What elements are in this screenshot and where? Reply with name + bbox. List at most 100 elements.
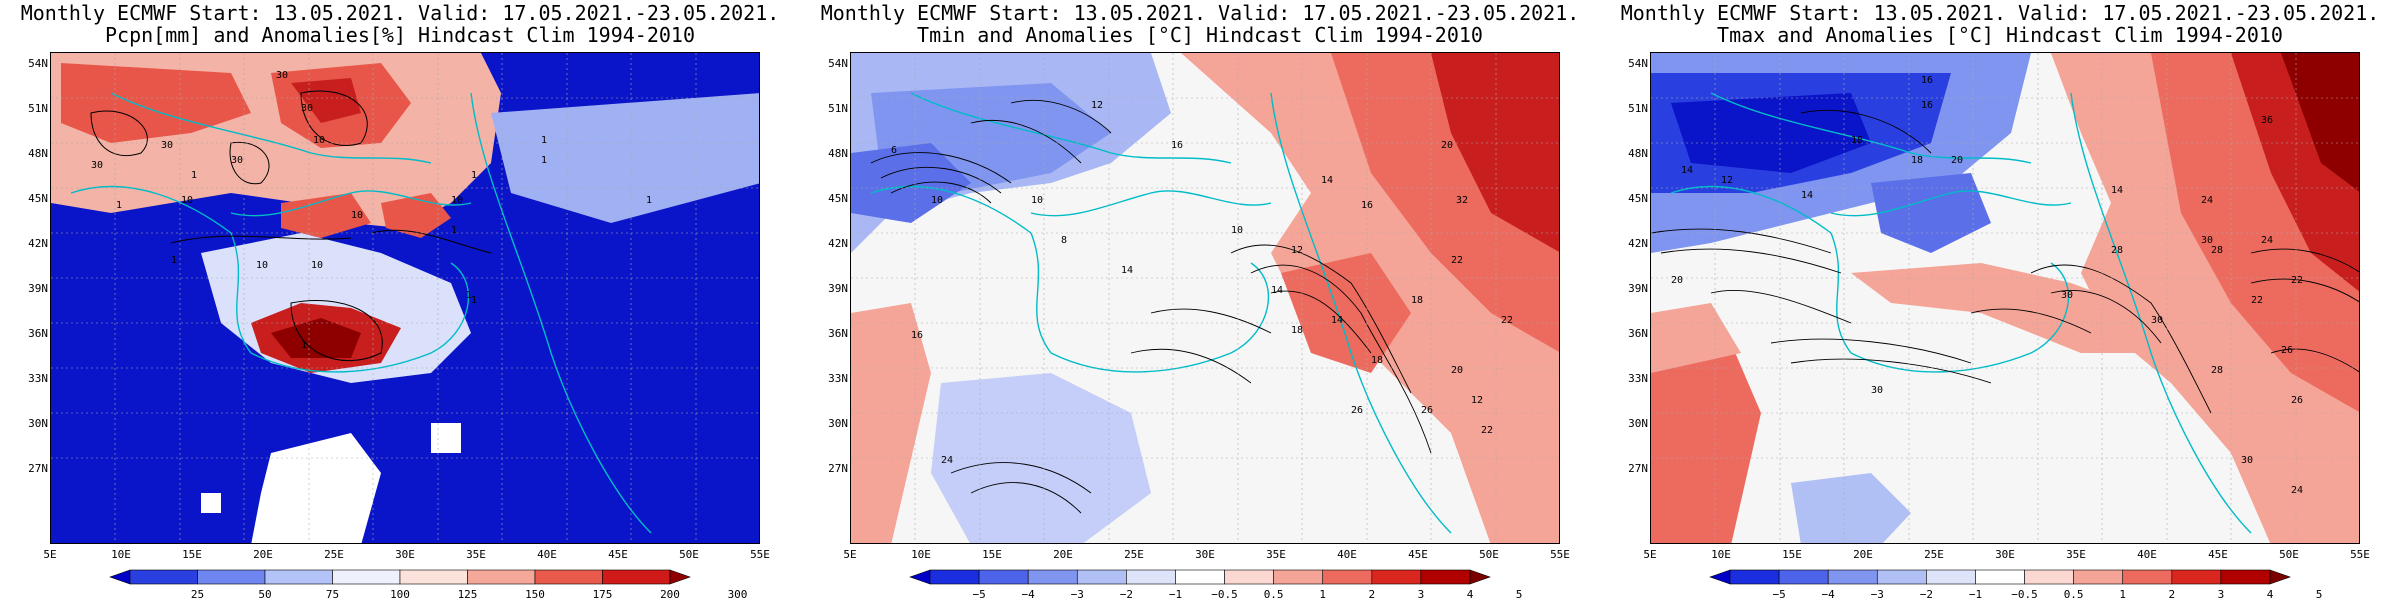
- longitude-tick-label: 50E: [679, 548, 699, 561]
- contour-value-label: 10: [931, 195, 943, 206]
- latitude-tick-label: 48N: [1628, 147, 1648, 160]
- contour-value-label: 30: [231, 155, 243, 166]
- longitude-tick-label: 20E: [253, 548, 273, 561]
- longitude-tick-label: 25E: [1924, 548, 1944, 561]
- contour-value-label: 10: [181, 195, 193, 206]
- colorbar-tick-label: −2: [1119, 588, 1133, 601]
- map-precipitation: 30 30 30 30 30 1 10 10 10 10 1 1 1 1 1 1 1 1 1 10 10 1: [50, 52, 760, 544]
- contour-value-label: 28: [2111, 245, 2123, 256]
- colorbar-tick-label: −0.5: [1211, 588, 1238, 601]
- latitude-tick-label: 33N: [1628, 372, 1648, 385]
- latitude-tick-label: 45N: [28, 192, 48, 205]
- longitude-tick-label: 30E: [1995, 548, 2015, 561]
- longitude-tick-label: 45E: [2208, 548, 2228, 561]
- colorbar-tick-label: −3: [1070, 588, 1084, 601]
- colorbar-swatch: [909, 569, 931, 585]
- contour-value-label: 6: [891, 145, 897, 156]
- contour-value-label: 20: [1451, 365, 1463, 376]
- longitude-tick-label: 55E: [750, 548, 770, 561]
- panel-title-line2: Tmax and Anomalies [°C] Hindcast Clim 19…: [1717, 23, 2283, 47]
- longitude-tick-label: 50E: [2279, 548, 2299, 561]
- colorbar-tick-label: 4: [2266, 588, 2274, 601]
- contour-value-label: 14: [1271, 285, 1283, 296]
- panel-title-line2: Tmin and Anomalies [°C] Hindcast Clim 19…: [917, 23, 1483, 47]
- contour-value-label: 30: [1871, 385, 1883, 396]
- contour-value-label: 1: [171, 255, 177, 266]
- longitude-tick-label: 40E: [2137, 548, 2157, 561]
- colorbar-tick-label: −4: [1821, 588, 1835, 601]
- longitude-tick-label: 30E: [1195, 548, 1215, 561]
- contour-value-label: 16: [1171, 140, 1183, 151]
- longitude-tick-label: 15E: [982, 548, 1002, 561]
- contour-value-label: 1: [646, 195, 652, 206]
- latitude-tick-label: 45N: [1628, 192, 1648, 205]
- contour-value-label: 24: [941, 455, 953, 466]
- contour-value-label: 14: [1321, 175, 1333, 186]
- longitude-tick-label: 30E: [395, 548, 415, 561]
- latitude-tick-label: 27N: [828, 462, 848, 475]
- colorbar-tick-label: 200: [660, 588, 680, 601]
- latitude-tick-label: 33N: [28, 372, 48, 385]
- colorbar-tick-label: −4: [1021, 588, 1035, 601]
- colorbar-tick-label: 2: [1368, 588, 1376, 601]
- colorbar-swatch: [602, 569, 671, 585]
- colorbar-swatch: [109, 569, 131, 585]
- colorbar-swatch: [1975, 569, 2025, 585]
- longitude-tick-label: 5E: [1643, 548, 1657, 561]
- colorbar-swatch: [1778, 569, 1829, 585]
- latitude-tick-label: 36N: [828, 327, 848, 340]
- contour-value-label: 1: [471, 295, 477, 306]
- contour-value-label: 16: [911, 330, 923, 341]
- contour-value-label: 26: [2281, 345, 2293, 356]
- colorbar-swatch: [1273, 569, 1324, 585]
- longitude-tick-label: 15E: [1782, 548, 1802, 561]
- colorbar-tick-label: 3: [2217, 588, 2225, 601]
- colorbar-tick-label: 50: [258, 588, 272, 601]
- colorbar-swatch: [1420, 569, 1471, 585]
- panel-title-line2: Pcpn[mm] and Anomalies[%] Hindcast Clim …: [104, 23, 695, 47]
- contour-value-label: 16: [1921, 100, 1933, 111]
- colorbar-swatch: [1371, 569, 1422, 585]
- contour-value-label: 10: [256, 260, 268, 271]
- latitude-tick-label: 39N: [828, 282, 848, 295]
- latitude-tick-label: 51N: [1628, 102, 1648, 115]
- latitude-tick-label: 48N: [28, 147, 48, 160]
- contour-value-label: 14: [1331, 315, 1343, 326]
- colorbar-swatch: [332, 569, 401, 585]
- colorbar-swatch: [1076, 569, 1127, 585]
- colorbar-swatch: [2024, 569, 2074, 585]
- contour-value-label: 26: [1351, 405, 1363, 416]
- colorbar-tick-label: 0.5: [1263, 588, 1284, 601]
- contour-value-label: 1: [466, 290, 472, 301]
- colorbar-tick-label: −1: [1168, 588, 1183, 601]
- contour-value-label: 18: [1291, 325, 1303, 336]
- latitude-tick-label: 51N: [28, 102, 48, 115]
- colorbar-tick-label: −0.5: [2011, 588, 2038, 601]
- colorbar-precipitation: [109, 569, 691, 585]
- contour-value-label: 8: [1061, 235, 1067, 246]
- colorbar-swatch: [1926, 569, 1976, 585]
- longitude-tick-label: 35E: [1266, 548, 1286, 561]
- colorbar-swatch: [1027, 569, 1078, 585]
- longitude-tick-label: 35E: [466, 548, 486, 561]
- longitude-tick-label: 15E: [182, 548, 202, 561]
- colorbar-tick-label: 0.5: [2063, 588, 2084, 601]
- contour-value-label: 30: [161, 140, 173, 151]
- longitude-tick-label: 45E: [1408, 548, 1428, 561]
- contour-value-label: 30: [91, 160, 103, 171]
- latitude-tick-label: 54N: [28, 57, 48, 70]
- latitude-tick-label: 33N: [828, 372, 848, 385]
- longitude-tick-label: 10E: [111, 548, 131, 561]
- contour-value-label: 18: [1851, 135, 1863, 146]
- colorbar-tick-label: 5: [1515, 588, 1523, 601]
- latitude-tick-label: 42N: [1628, 237, 1648, 250]
- colorbar-swatch: [1876, 569, 1927, 585]
- longitude-tick-label: 35E: [2066, 548, 2086, 561]
- panel-title-line1: Monthly ECMWF Start: 13.05.2021. Valid: …: [20, 1, 780, 25]
- latitude-tick-label: 48N: [828, 147, 848, 160]
- panel-precipitation: Monthly ECMWF Start: 13.05.2021. Valid: …: [0, 0, 800, 601]
- colorbar-tick-label: 175: [592, 588, 613, 601]
- panel-title-line1: Monthly ECMWF Start: 13.05.2021. Valid: …: [1620, 1, 2380, 25]
- colorbar-tick-label: −3: [1870, 588, 1884, 601]
- longitude-tick-label: 55E: [2350, 548, 2370, 561]
